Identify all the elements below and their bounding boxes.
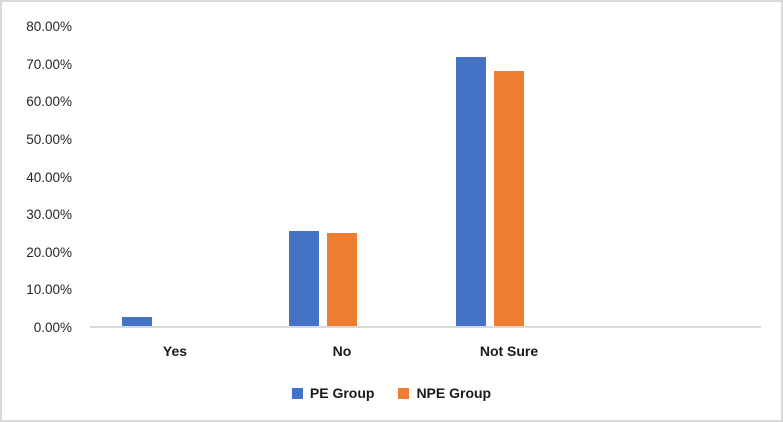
- category-label-not-sure: Not Sure: [479, 343, 539, 359]
- y-tick-label: 0.00%: [33, 320, 72, 335]
- y-tick-label: 30.00%: [26, 207, 72, 223]
- x-axis-line: [90, 326, 761, 328]
- y-tick-label: 40.00%: [26, 169, 72, 185]
- legend-swatch-icon: [398, 388, 410, 399]
- bar-pe-group-yes[interactable]: [122, 317, 152, 327]
- y-tick-label: 60.00%: [26, 94, 72, 110]
- y-tick-label: 50.00%: [26, 131, 72, 147]
- legend-item-pe-group[interactable]: PE Group: [291, 385, 375, 402]
- legend-label: NPE Group: [416, 385, 492, 401]
- legend-swatch-icon: [291, 388, 303, 399]
- legend-label: PE Group: [309, 385, 375, 401]
- bar-npe-group-no[interactable]: [327, 232, 357, 327]
- bar-pe-group-not-sure[interactable]: [456, 56, 486, 327]
- legend: PE Group NPE Group: [2, 385, 781, 402]
- category-label-no: No: [332, 343, 352, 359]
- bar-pe-group-no[interactable]: [289, 230, 319, 327]
- y-tick-label: 70.00%: [26, 56, 72, 72]
- y-tick-label: 20.00%: [26, 244, 72, 260]
- bar-npe-group-not-sure[interactable]: [494, 71, 524, 327]
- y-tick-label: 10.00%: [26, 282, 72, 298]
- legend-item-npe-group[interactable]: NPE Group: [398, 385, 491, 402]
- y-tick-label: 80.00%: [26, 19, 72, 34]
- category-label-yes: Yes: [162, 343, 188, 359]
